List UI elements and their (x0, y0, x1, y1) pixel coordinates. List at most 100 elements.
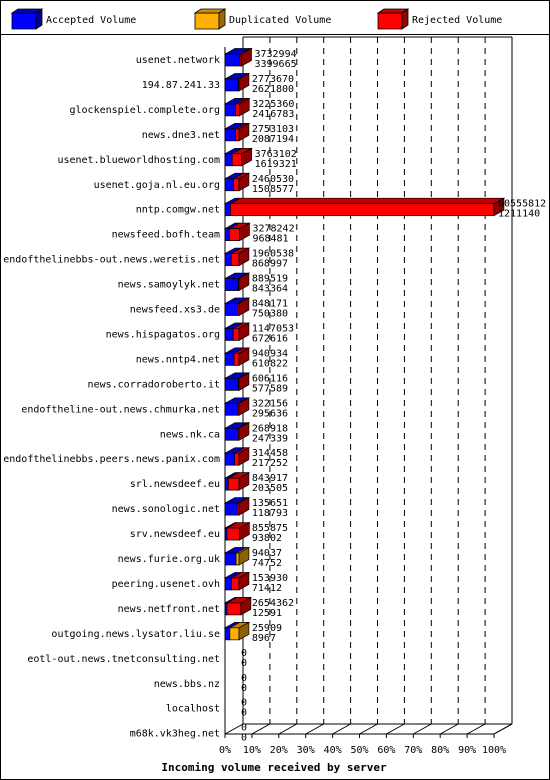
bar-segment (224, 228, 230, 241)
bar-side (238, 447, 250, 466)
bar-side (240, 596, 252, 616)
legend-swatch-side (218, 8, 226, 30)
total-value-label: 843917 (252, 473, 288, 484)
bar-side (238, 347, 250, 366)
x-tick-depth (439, 723, 459, 735)
x-tick-label: 100% (482, 745, 506, 756)
total-value-label: 889519 (252, 274, 288, 285)
accepted-value-label: 1508577 (252, 184, 294, 195)
total-value-label: 2753103 (252, 124, 294, 135)
total-value-label: 0 (241, 648, 247, 659)
total-value-label: 25909 (252, 623, 282, 634)
total-value-label: 3763102 (255, 149, 297, 160)
category-label: news.dne3.net (142, 130, 220, 141)
legend-item-2: Rejected Volume (376, 8, 502, 30)
bar-segment (224, 253, 232, 266)
bar-side (238, 172, 250, 192)
legend-label: Accepted Volume (46, 15, 136, 26)
bar-segment (224, 427, 239, 441)
bar-segment (224, 153, 233, 167)
accepted-value-label: 1211140 (498, 209, 540, 220)
x-tick-label: 10% (243, 745, 261, 756)
total-value-label: 848171 (252, 299, 288, 310)
x-tick-depth (466, 723, 486, 735)
x-tick-label: 0% (219, 745, 231, 756)
legend: Accepted Volume Duplicated Volume Rejected… (10, 8, 502, 30)
bar-side (238, 571, 250, 591)
bar-segment (224, 128, 236, 142)
bar-side (238, 72, 250, 92)
bar-segment (224, 53, 241, 67)
x-tick-label: 50% (350, 745, 368, 756)
bar-segment (224, 502, 238, 516)
accepted-value-label: 2621800 (252, 84, 294, 95)
legend-label: Duplicated Volume (229, 15, 331, 26)
bar-row-3 (223, 122, 251, 142)
legend-swatch-front (377, 12, 403, 30)
x-tick-label: 80% (431, 745, 449, 756)
bar-segment (231, 577, 240, 591)
bar-segment (224, 303, 238, 316)
bar-segment (224, 552, 237, 566)
category-label: 194.87.241.33 (142, 80, 220, 91)
legend-item-1: Duplicated Volume (193, 8, 331, 30)
x-tick-depth (332, 723, 351, 735)
bar-side (238, 472, 250, 491)
accepted-value-label: 868997 (252, 259, 288, 270)
bar-row-1 (223, 72, 251, 92)
total-value-label: 0 (241, 723, 247, 734)
accepted-value-label: 71412 (252, 583, 282, 594)
category-label: endofthelinebbs-out.news.weretis.net (3, 255, 220, 266)
accepted-value-label: 247339 (252, 433, 288, 444)
total-value-label: 0 (241, 673, 247, 684)
bar-segment (224, 627, 231, 641)
legend-swatch-side (35, 8, 43, 30)
bar-segment (229, 627, 240, 641)
accepted-value-label: 0 (241, 658, 247, 669)
bar-segment (224, 103, 237, 117)
category-label: peering.usenet.ovh (112, 579, 220, 590)
x-tick-label: 30% (297, 745, 315, 756)
bar-segment (228, 477, 240, 491)
bar-side (238, 497, 250, 516)
bar-side (238, 97, 250, 117)
bar-row-15 (223, 422, 251, 441)
bar-segment (224, 477, 229, 491)
category-label: news.bbs.nz (154, 679, 220, 690)
category-label: outgoing.news.lysator.liu.se (51, 629, 220, 640)
x-tick-depth (413, 723, 432, 735)
bar-row-4 (223, 147, 253, 167)
legend-swatch-front (194, 12, 220, 30)
bar-top (229, 197, 506, 205)
bar-row-20 (223, 546, 251, 566)
bar-segment (224, 353, 235, 366)
bar-segment (235, 128, 240, 142)
legend-item-0: Accepted Volume (10, 8, 136, 30)
category-label: news.netfront.net (118, 604, 220, 615)
total-value-label: 606116 (252, 373, 288, 384)
bar-row-14 (223, 397, 251, 416)
category-label: news.furie.org.uk (118, 554, 220, 565)
total-value-label: 3278242 (252, 224, 294, 235)
category-label: newsfeed.bofh.team (112, 230, 220, 241)
bar-side (241, 147, 252, 167)
total-value-label: 3225360 (252, 99, 294, 110)
bar-row-5 (223, 172, 251, 192)
total-value-label: 940934 (252, 348, 288, 359)
accepted-value-label: 217252 (252, 458, 288, 469)
axes: 0% 10% 20% 30% 40% 50% 60% 70% 80% 90% 100% (219, 36, 513, 756)
category-label: m68k.vk3heg.net (130, 729, 220, 740)
bar-segment (224, 78, 239, 92)
category-label: usenet.network (136, 55, 220, 66)
bar-row-19 (223, 521, 251, 541)
legend-swatch-front (11, 12, 37, 30)
x-tick-depth (278, 723, 298, 735)
bar-row-22 (223, 596, 253, 616)
accepted-value-label: 672616 (252, 333, 288, 344)
category-label: news.nk.ca (160, 429, 220, 440)
accepted-value-label: 8967 (252, 633, 276, 644)
bar-segment (226, 527, 240, 541)
total-value-label: 135651 (252, 498, 288, 509)
